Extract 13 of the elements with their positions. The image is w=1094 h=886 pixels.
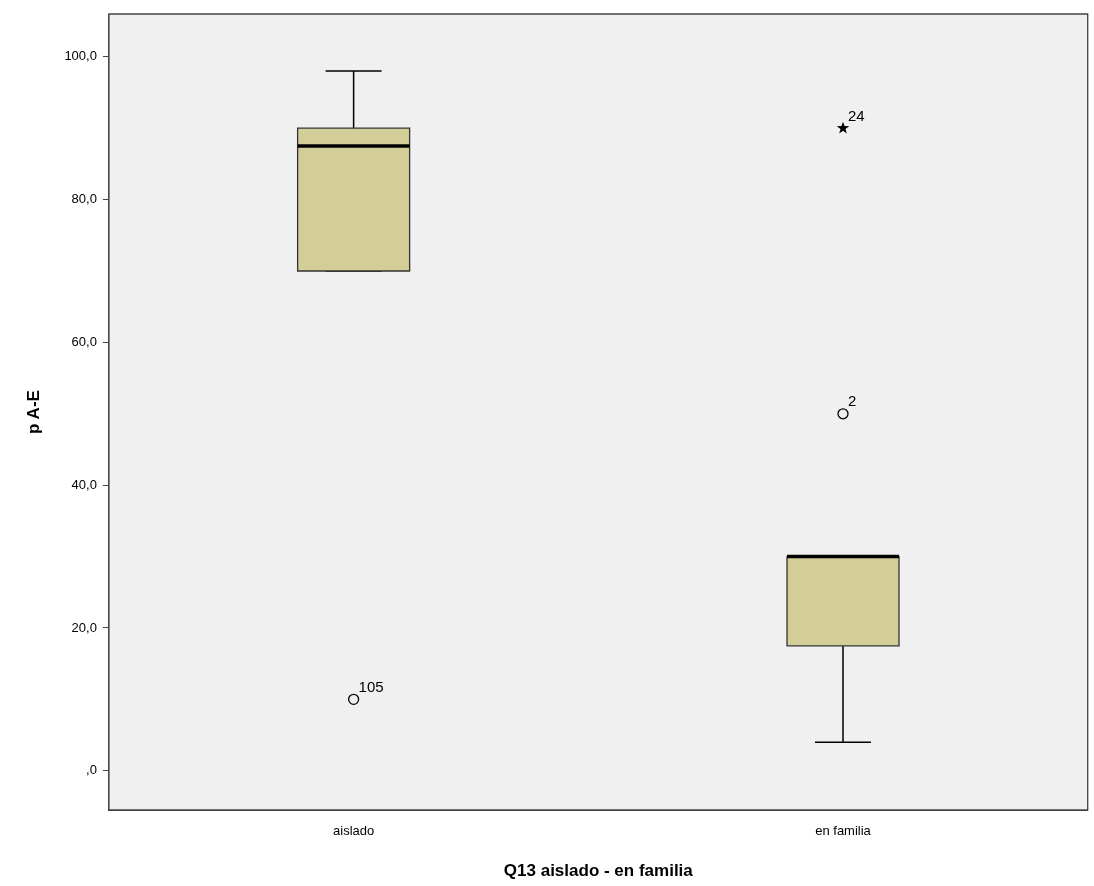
x-tick-label: aislado bbox=[333, 823, 375, 839]
x-tick-label: en familia bbox=[815, 823, 872, 839]
annotation: 2 bbox=[848, 392, 857, 410]
y-tick-label: ,0 bbox=[86, 762, 97, 778]
y-tick-label: 100,0 bbox=[64, 48, 97, 64]
y-axis-title: p A-E bbox=[23, 390, 43, 434]
y-tick-label: 40,0 bbox=[71, 476, 97, 492]
y-tick-label: 80,0 bbox=[71, 191, 97, 207]
y-tick-label: 20,0 bbox=[71, 619, 97, 635]
y-tick-label: 60,0 bbox=[71, 333, 97, 349]
annotation: 105 bbox=[358, 677, 384, 695]
annotation: 24 bbox=[848, 106, 865, 124]
x-axis-title: Q13 aislado - en familia bbox=[503, 861, 694, 881]
